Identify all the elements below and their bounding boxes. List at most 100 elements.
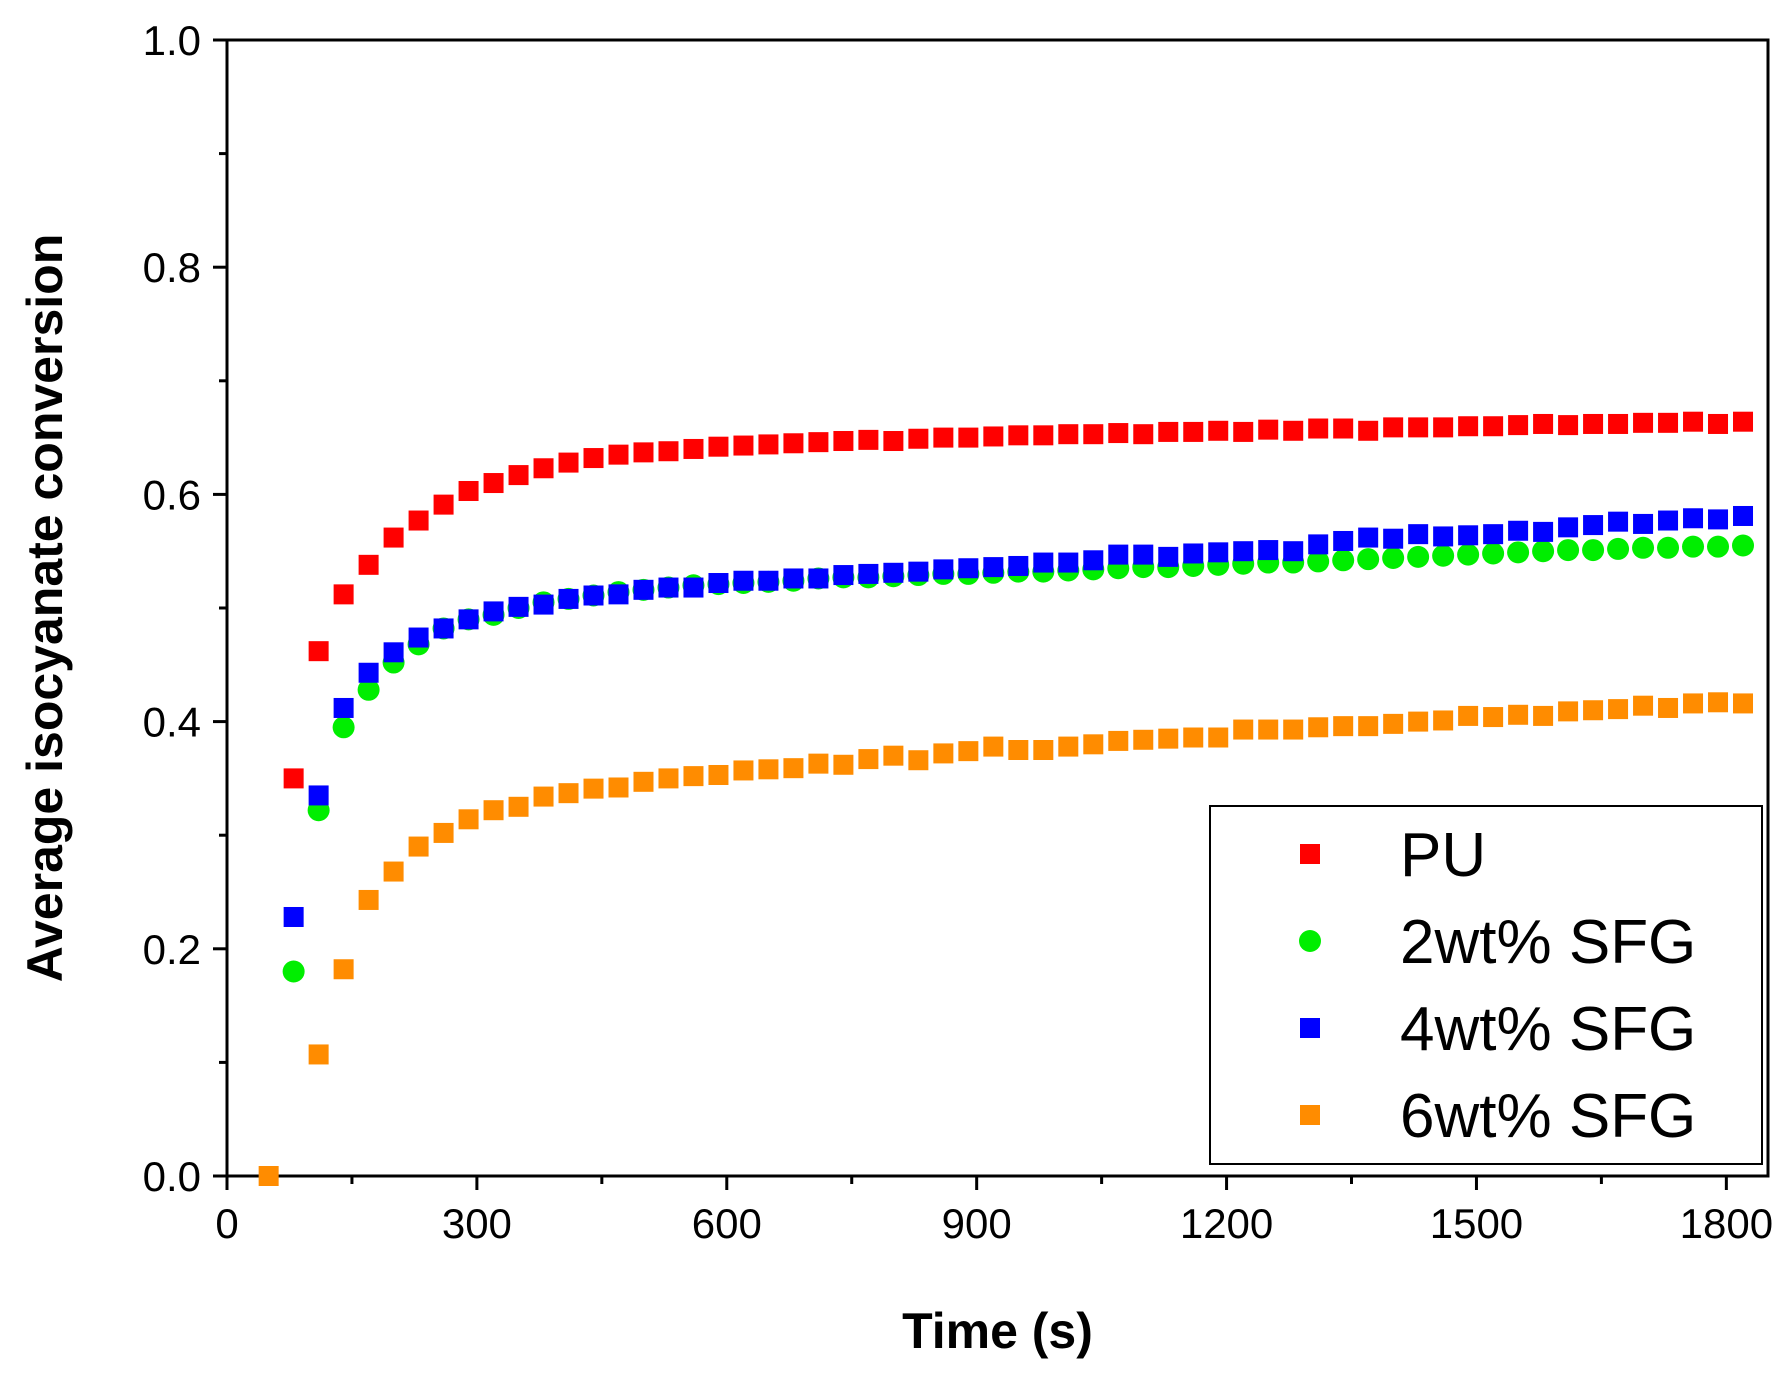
legend-marker <box>1300 1105 1320 1125</box>
data-point <box>983 426 1004 447</box>
data-point <box>958 558 979 579</box>
data-point <box>1333 530 1354 551</box>
x-tick-label: 900 <box>942 1200 1012 1247</box>
data-point <box>1683 508 1704 529</box>
data-point <box>1308 534 1329 555</box>
data-point <box>1357 548 1380 571</box>
y-tick-label: 0.4 <box>143 699 201 746</box>
data-point <box>433 494 454 515</box>
data-point <box>1708 509 1729 530</box>
data-point <box>1608 413 1629 434</box>
data-point <box>1033 552 1054 573</box>
data-point <box>1533 413 1554 434</box>
data-point <box>1008 425 1029 446</box>
data-point <box>1583 413 1604 434</box>
data-point <box>358 662 379 683</box>
data-point <box>408 627 429 648</box>
legend: PU 2wt% SFG 4wt% SFG 6wt% SFG <box>1209 805 1763 1165</box>
legend-box <box>1209 805 1763 1165</box>
data-point <box>1733 411 1754 432</box>
data-point <box>1633 412 1654 433</box>
data-point <box>357 678 380 701</box>
data-point <box>1508 415 1529 436</box>
data-point <box>1483 416 1504 437</box>
data-point <box>1633 695 1654 716</box>
data-point <box>558 452 579 473</box>
data-point <box>558 588 579 609</box>
data-point <box>1033 740 1054 760</box>
data-point <box>1657 536 1680 559</box>
data-point <box>1208 420 1229 441</box>
data-point <box>633 771 654 792</box>
data-point <box>1332 549 1355 572</box>
x-tick-label: 1500 <box>1430 1200 1523 1247</box>
data-point <box>1133 729 1154 750</box>
series-6wt-sfg <box>258 692 1754 1186</box>
data-point <box>758 570 779 591</box>
data-point <box>1533 521 1554 542</box>
data-point <box>708 436 729 457</box>
legend-marker <box>1299 930 1321 952</box>
data-point <box>1133 544 1154 565</box>
data-point <box>833 565 854 586</box>
data-point <box>1008 740 1029 760</box>
data-point <box>1682 535 1705 558</box>
legend-label: 2wt% SFG <box>1400 908 1696 977</box>
axes: 0 300 600 900 1200 1500 1800 0.0 0.2 0.4 0.6 0.8 1.0 <box>143 17 1773 1247</box>
data-point <box>1558 415 1579 436</box>
data-point <box>1158 546 1179 567</box>
data-point <box>1108 730 1129 751</box>
data-point <box>908 750 929 771</box>
legend-label: 6wt% SFG <box>1400 1082 1696 1151</box>
data-point <box>1308 418 1329 439</box>
data-point <box>1532 540 1555 563</box>
data-point <box>1508 520 1529 541</box>
data-point <box>883 745 904 766</box>
data-point <box>1683 693 1704 714</box>
data-point <box>1607 537 1630 560</box>
data-point <box>708 573 729 594</box>
data-point <box>683 766 704 787</box>
data-point <box>283 906 304 927</box>
data-point <box>1457 543 1480 566</box>
data-point <box>1408 417 1429 438</box>
data-point <box>1708 692 1729 713</box>
data-point <box>333 959 354 980</box>
y-tick-label: 0.8 <box>143 244 201 291</box>
data-point <box>908 428 929 449</box>
data-point <box>408 836 429 857</box>
y-tick-label: 0.6 <box>143 471 201 518</box>
data-point <box>1533 705 1554 726</box>
data-point <box>533 458 554 479</box>
data-point <box>383 861 404 882</box>
data-point <box>333 584 354 605</box>
data-point <box>433 618 454 639</box>
data-point <box>758 434 779 455</box>
data-point <box>808 568 829 589</box>
data-point <box>808 432 829 453</box>
data-point <box>808 753 829 774</box>
data-point <box>858 749 879 770</box>
data-point <box>1083 424 1104 445</box>
legend-label: 4wt% SFG <box>1400 995 1696 1064</box>
legend-label: PU <box>1400 821 1486 890</box>
data-point <box>983 736 1004 757</box>
data-point <box>833 754 854 775</box>
x-tick-label: 0 <box>215 1200 238 1247</box>
data-point <box>1732 534 1755 557</box>
data-point <box>1608 699 1629 720</box>
data-point <box>508 596 529 617</box>
data-point <box>533 786 554 807</box>
data-point <box>282 960 305 983</box>
data-point <box>1458 705 1479 726</box>
data-point <box>1632 536 1655 559</box>
data-point <box>308 641 329 662</box>
data-point <box>833 431 854 452</box>
data-point <box>758 759 779 780</box>
data-point <box>1458 416 1479 437</box>
data-point <box>1407 545 1430 568</box>
data-point <box>1307 550 1330 573</box>
data-point <box>1183 727 1204 748</box>
x-tick-label: 1800 <box>1680 1200 1773 1247</box>
